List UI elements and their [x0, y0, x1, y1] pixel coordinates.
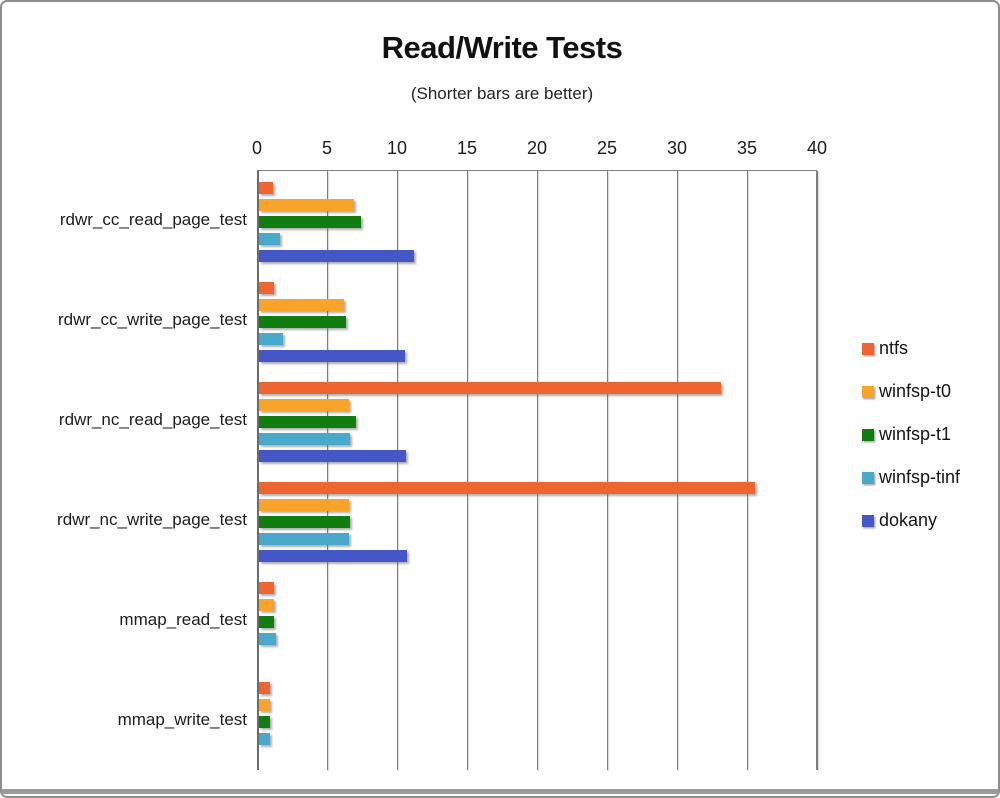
gridline — [607, 171, 608, 770]
bar-winfsp-tinf — [259, 633, 276, 645]
bar-ntfs — [259, 382, 721, 394]
bar-ntfs — [259, 182, 273, 194]
gridline — [817, 171, 818, 770]
bar-ntfs — [259, 282, 275, 294]
value-axis-tick-label: 40 — [806, 138, 828, 158]
bar-ntfs — [259, 582, 275, 594]
value-axis-tick-label: 5 — [321, 138, 332, 158]
chart-title: Read/Write Tests — [381, 30, 623, 65]
value-axis-tick-label: 30 — [666, 138, 688, 158]
gridline — [747, 171, 748, 770]
bar-winfsp-t0 — [259, 399, 349, 411]
bar-winfsp-tinf — [259, 333, 283, 345]
bar-winfsp-t0 — [259, 499, 349, 511]
legend-item-winfsp-tinf: winfsp-tinf — [862, 468, 960, 487]
plot-area — [257, 170, 818, 771]
bar-dokany — [259, 450, 406, 462]
legend-swatch-icon — [862, 342, 874, 355]
bar-winfsp-t1 — [259, 216, 362, 228]
gridline — [537, 171, 538, 770]
window-bottom-bar — [2, 789, 998, 794]
bar-winfsp-tinf — [259, 533, 349, 545]
bar-ntfs — [259, 482, 755, 494]
chart-subtitle: (Shorter bars are better) — [410, 84, 594, 103]
category-label: rdwr_cc_write_page_test — [58, 310, 247, 329]
gridline — [677, 171, 678, 770]
bar-group-mmap_read_test — [259, 571, 816, 671]
legend-swatch-icon — [862, 514, 874, 527]
legend-item-winfsp-t0: winfsp-t0 — [862, 382, 960, 401]
legend-label: ntfs — [879, 338, 909, 358]
legend-item-winfsp-t1: winfsp-t1 — [862, 425, 960, 444]
legend-swatch-icon — [862, 471, 874, 484]
bar-winfsp-tinf — [259, 233, 280, 245]
bar-winfsp-tinf — [259, 433, 350, 445]
category-label: rdwr_nc_write_page_test — [57, 510, 247, 529]
bar-group-rdwr_cc_read_page_test — [259, 171, 816, 271]
legend-label: winfsp-t0 — [879, 381, 952, 401]
value-axis-tick-label: 0 — [251, 138, 262, 158]
gridline — [327, 171, 328, 770]
gridline — [397, 171, 398, 770]
bar-winfsp-t1 — [259, 316, 346, 328]
bar-winfsp-tinf — [259, 733, 271, 745]
legend: ntfs winfsp-t0 winfsp-t1 winfsp-tinf dokany — [862, 339, 960, 554]
legend-item-ntfs: ntfs — [862, 339, 960, 358]
bar-winfsp-t0 — [259, 199, 355, 211]
category-label: mmap_read_test — [119, 610, 247, 629]
bar-winfsp-t1 — [259, 416, 356, 428]
value-axis-tick-label: 10 — [386, 138, 408, 158]
bar-ntfs — [259, 682, 271, 694]
bar-group-rdwr_cc_write_page_test — [259, 271, 816, 371]
value-axis-tick-label: 15 — [456, 138, 478, 158]
bar-dokany — [259, 350, 405, 362]
gridline — [467, 171, 468, 770]
category-label: mmap_write_test — [117, 710, 247, 729]
legend-label: winfsp-t1 — [879, 424, 952, 444]
value-axis-tick-label: 20 — [526, 138, 548, 158]
bar-dokany — [259, 550, 408, 562]
bar-dokany — [259, 250, 415, 262]
legend-swatch-icon — [862, 385, 874, 398]
bar-group-rdwr_nc_write_page_test — [259, 471, 816, 571]
bar-winfsp-t0 — [259, 299, 345, 311]
bar-winfsp-t1 — [259, 716, 271, 728]
legend-label: winfsp-tinf — [879, 467, 961, 487]
bar-winfsp-t1 — [259, 516, 350, 528]
legend-item-dokany: dokany — [862, 511, 960, 530]
bar-winfsp-t0 — [259, 699, 271, 711]
bar-group-mmap_write_test — [259, 671, 816, 771]
bar-winfsp-t1 — [259, 616, 275, 628]
value-axis-tick-label: 25 — [596, 138, 618, 158]
category-label: rdwr_cc_read_page_test — [59, 210, 247, 229]
legend-label: dokany — [879, 510, 938, 530]
legend-swatch-icon — [862, 428, 874, 441]
category-label: rdwr_nc_read_page_test — [58, 410, 247, 429]
value-axis-tick-label: 35 — [736, 138, 758, 158]
bar-group-rdwr_nc_read_page_test — [259, 371, 816, 471]
bar-winfsp-t0 — [259, 599, 275, 611]
